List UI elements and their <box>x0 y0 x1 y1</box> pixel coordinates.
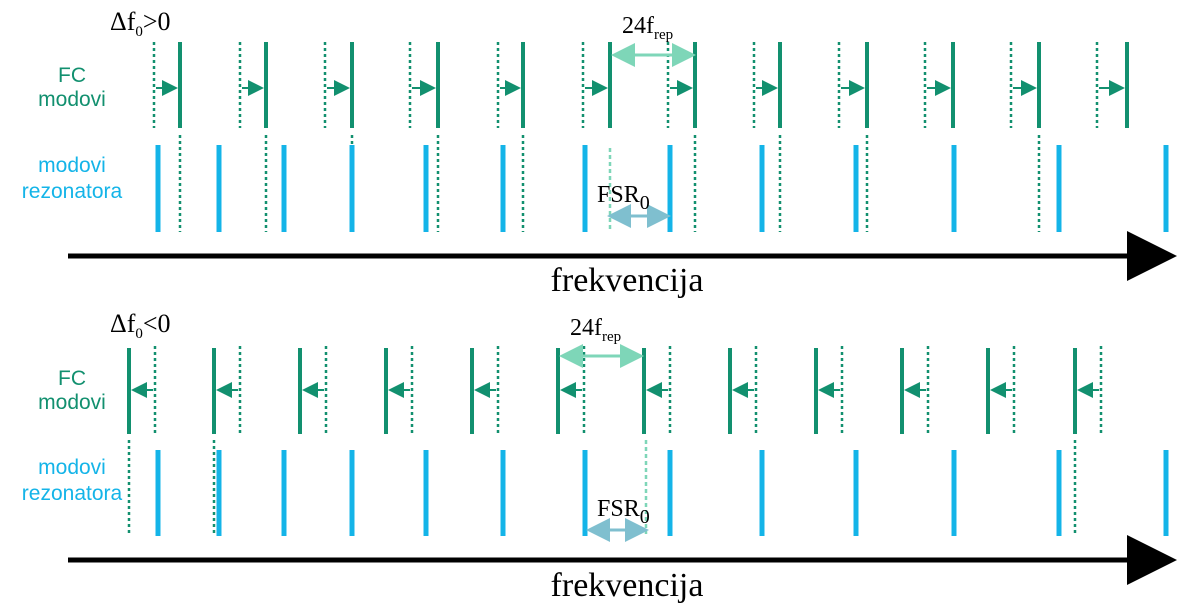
fc-modes-label-line2: modovi <box>38 88 106 111</box>
panel-negative-offset: Δf0<0 FC modovi modovi rezonatora 24frep… <box>22 309 1177 604</box>
resonator-modes-label-line1: modovi <box>38 456 106 479</box>
resonator-modes-label-line2: rezonatora <box>22 482 123 505</box>
rep-spacing-label: 24frep <box>570 315 621 345</box>
resonator-modes-label-line1: modovi <box>38 154 106 177</box>
offset-label: Δf0>0 <box>110 7 171 40</box>
frequency-axis-label: frekvencija <box>551 567 704 604</box>
mode-lines <box>152 42 1169 232</box>
resonator-modes-label-line2: rezonatora <box>22 180 123 203</box>
frequency-axis-label: frekvencija <box>551 262 704 299</box>
fsr-label: FSR0 <box>597 182 650 214</box>
panel-positive-offset: Δf0>0 FC modovi modovi rezonatora 24frep… <box>22 7 1177 299</box>
fc-modes-label-line1: FC <box>58 367 86 390</box>
fsr-label: FSR0 <box>597 496 650 528</box>
fc-modes-label-line2: modovi <box>38 391 106 414</box>
fc-modes-label-line1: FC <box>58 64 86 87</box>
offset-label: Δf0<0 <box>110 309 171 342</box>
rep-spacing-label: 24frep <box>622 13 673 43</box>
